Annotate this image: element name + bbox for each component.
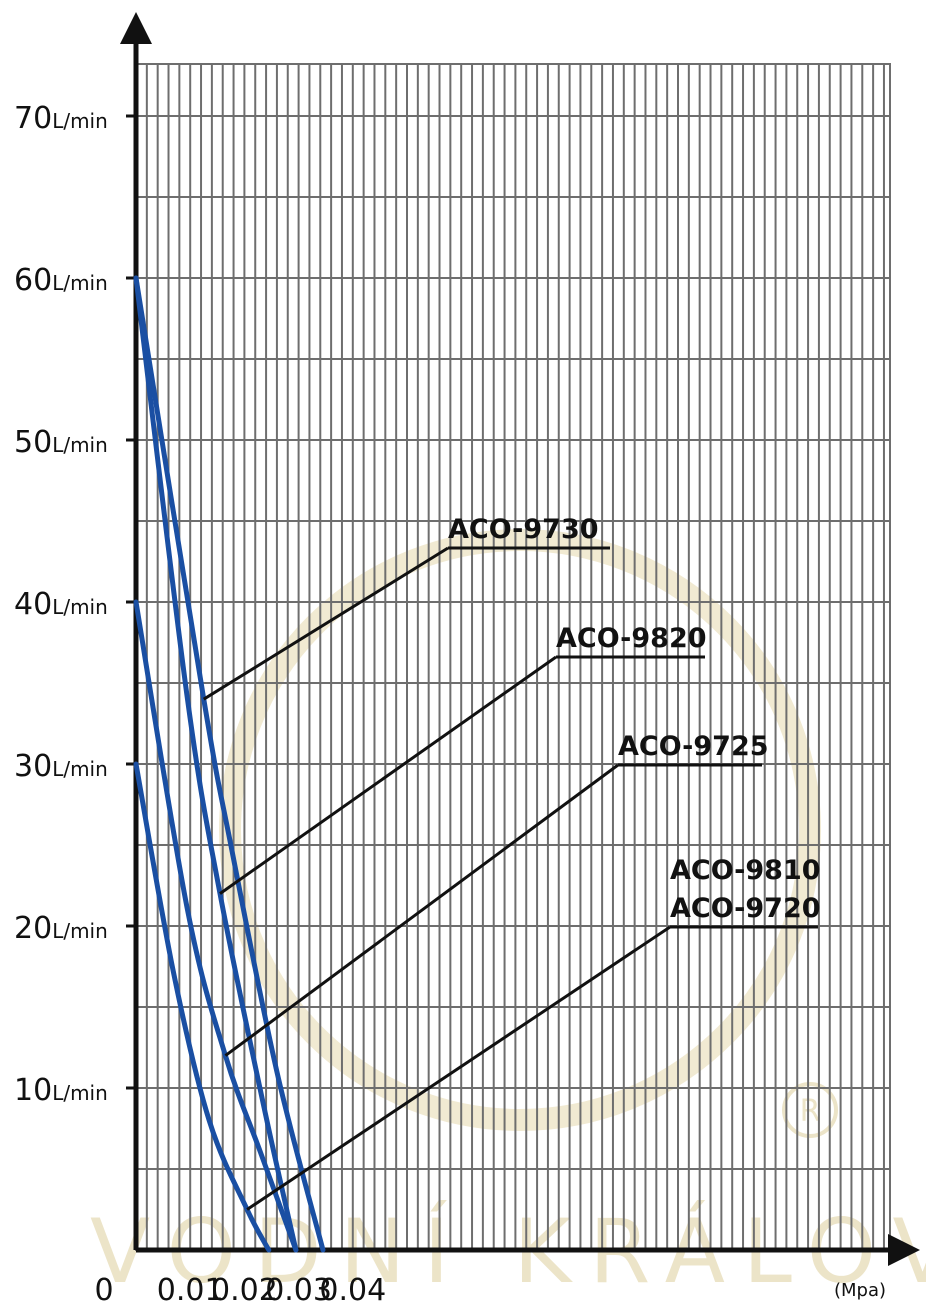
x-axis-unit: (Mpa) (834, 1280, 886, 1301)
y-tick-value: 60 (14, 263, 52, 298)
y-tick-value: 40 (14, 587, 52, 622)
axes (120, 12, 920, 1266)
y-tick-label: 70L/min (14, 101, 108, 136)
y-tick-value: 10 (14, 1073, 52, 1108)
series-label: ACO-9820 (556, 623, 707, 654)
series-label: ACO-9810 (670, 855, 821, 886)
y-tick-unit: L/min (52, 433, 108, 457)
grid (136, 64, 890, 1250)
grid-border (136, 64, 890, 1250)
y-tick-value: 50 (14, 425, 52, 460)
y-axis-arrow (120, 12, 152, 44)
callout-leader (204, 548, 448, 699)
y-tick-unit: L/min (52, 757, 108, 781)
callout-leader (247, 927, 670, 1210)
series-label: ACO-9725 (618, 731, 769, 762)
watermark-registered-letter: R (800, 1094, 821, 1129)
y-tick-unit: L/min (52, 919, 108, 943)
y-tick-label: 10L/min (14, 1073, 108, 1108)
y-tick-value: 30 (14, 749, 52, 784)
y-tick-value: 70 (14, 101, 52, 136)
y-tick-unit: L/min (52, 109, 108, 133)
y-tick-value: 20 (14, 911, 52, 946)
y-tick-unit: L/min (52, 271, 108, 295)
y-tick-label: 40L/min (14, 587, 108, 622)
watermark-emblem (230, 540, 810, 1120)
y-tick-label: 30L/min (14, 749, 108, 784)
series-label: ACO-9720 (670, 893, 821, 924)
y-tick-label: 20L/min (14, 911, 108, 946)
y-tick-unit: L/min (52, 595, 108, 619)
series-label: ACO-9730 (448, 514, 599, 545)
x-tick-label: 0.04 (319, 1273, 386, 1305)
y-tick-label: 50L/min (14, 425, 108, 460)
y-tick-label: 60L/min (14, 263, 108, 298)
y-tick-unit: L/min (52, 1081, 108, 1105)
x-tick-label: 0 (94, 1273, 113, 1305)
